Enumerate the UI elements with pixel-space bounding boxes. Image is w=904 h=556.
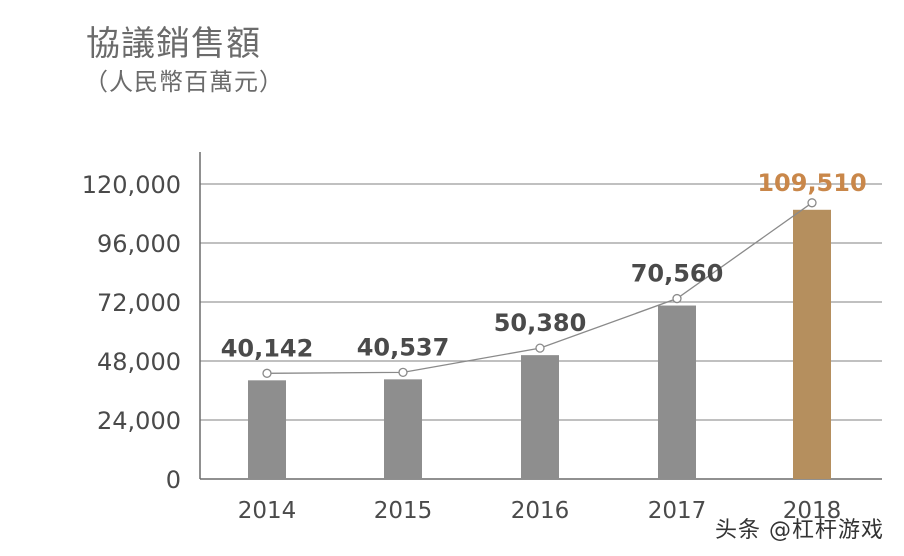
trend-marker	[807, 198, 817, 208]
y-tick-label: 48,000	[97, 348, 181, 376]
bar	[658, 305, 696, 479]
trend-marker	[262, 368, 272, 378]
bar	[521, 355, 559, 479]
x-tick-label: 2015	[374, 498, 433, 524]
bar	[793, 209, 831, 480]
y-tick-label: 72,000	[97, 289, 181, 317]
y-tick-label: 120,000	[82, 171, 181, 199]
y-tick-label: 0	[166, 466, 181, 494]
bar	[248, 380, 286, 479]
data-label: 40,142	[221, 334, 314, 362]
y-tick-label: 24,000	[97, 407, 181, 435]
x-tick-label: 2017	[648, 498, 707, 524]
x-tick-label: 2016	[511, 498, 570, 524]
chart-title: 協議銷售額	[86, 24, 261, 64]
data-label: 70,560	[631, 260, 724, 288]
data-label: 109,510	[757, 169, 866, 197]
trend-marker	[535, 343, 545, 353]
trend-marker	[672, 293, 682, 304]
x-tick-label: 2014	[238, 498, 297, 524]
y-tick-label: 96,000	[97, 230, 181, 258]
watermark-text: 头条 @杠杆游戏	[715, 518, 884, 543]
data-label: 50,380	[494, 309, 587, 337]
chart-subtitle: （人民幣百萬元）	[84, 68, 284, 96]
data-label: 40,537	[357, 333, 450, 361]
x-tick-label: 2018	[783, 498, 842, 524]
trend-marker	[398, 367, 408, 377]
bar	[384, 379, 422, 479]
